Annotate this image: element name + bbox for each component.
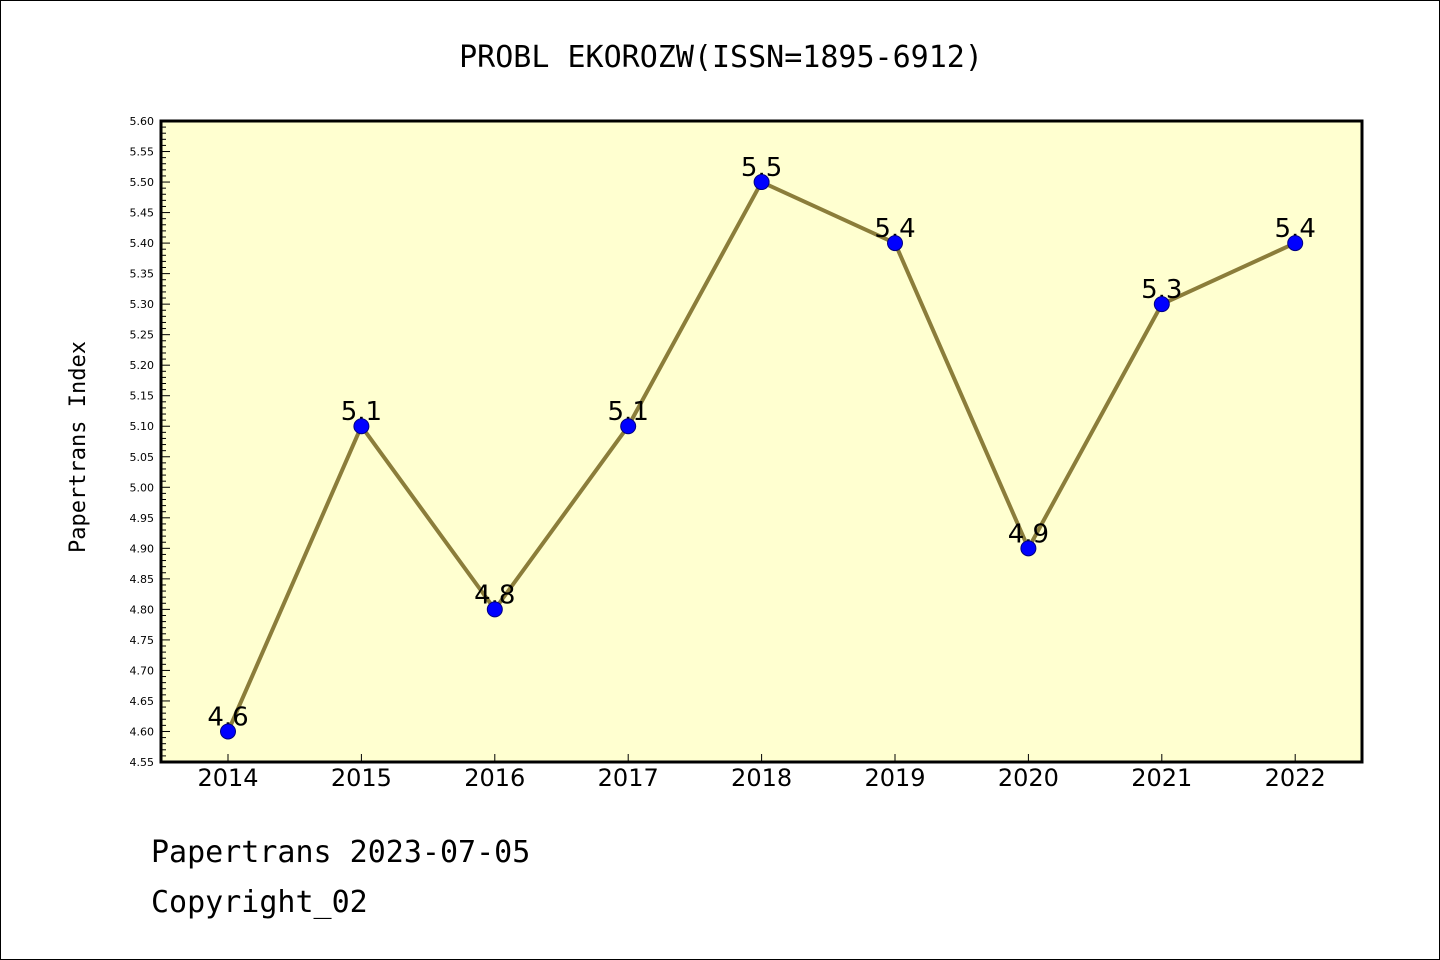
data-point bbox=[1020, 540, 1037, 557]
y-tick-label: 4.70 bbox=[130, 664, 155, 677]
y-tick-label: 4.85 bbox=[130, 573, 155, 586]
y-tick-label: 5.05 bbox=[130, 451, 155, 464]
y-tick-label: 5.50 bbox=[130, 176, 155, 189]
y-tick-label: 5.15 bbox=[130, 390, 155, 403]
y-tick-label: 5.60 bbox=[130, 115, 155, 128]
y-tick-label: 4.90 bbox=[130, 542, 155, 555]
y-tick-label: 5.40 bbox=[130, 237, 155, 250]
x-tick-label: 2016 bbox=[464, 764, 525, 792]
x-tick-label: 2018 bbox=[731, 764, 792, 792]
y-tick-label: 5.45 bbox=[130, 207, 155, 220]
y-tick-label: 5.35 bbox=[130, 268, 155, 281]
x-tick-label: 2015 bbox=[331, 764, 392, 792]
y-tick-label: 4.65 bbox=[130, 695, 155, 708]
y-tick-label: 5.30 bbox=[130, 298, 155, 311]
x-tick-label: 2014 bbox=[197, 764, 258, 792]
x-tick-label: 2019 bbox=[864, 764, 925, 792]
y-tick-label: 4.95 bbox=[130, 512, 155, 525]
footer-date: Papertrans 2023-07-05 bbox=[151, 835, 531, 870]
x-tick-label: 2017 bbox=[598, 764, 659, 792]
data-point bbox=[1287, 235, 1304, 252]
y-tick-label: 5.10 bbox=[130, 420, 155, 433]
y-tick-label: 5.20 bbox=[130, 359, 155, 372]
y-tick-label: 5.00 bbox=[130, 481, 155, 494]
y-tick-label: 4.75 bbox=[130, 634, 155, 647]
y-tick-label: 5.25 bbox=[130, 329, 155, 342]
footer-copyright: Copyright_02 bbox=[151, 885, 368, 920]
y-tick-label: 4.55 bbox=[130, 756, 155, 769]
plot-frame bbox=[159, 119, 1364, 764]
x-tick-label: 2022 bbox=[1265, 764, 1326, 792]
series-papertrans-index: 4.65.14.85.15.55.44.95.35.4 bbox=[207, 153, 1316, 740]
chart-title: PROBL EKOROZW(ISSN=1895-6912) bbox=[459, 40, 983, 75]
data-point bbox=[486, 601, 503, 618]
plot-area bbox=[161, 121, 1362, 762]
data-point bbox=[353, 418, 370, 435]
data-point bbox=[887, 235, 903, 252]
y-tick-label: 4.60 bbox=[130, 725, 155, 738]
x-tick-label: 2020 bbox=[998, 764, 1059, 792]
y-tick-label: 4.80 bbox=[130, 603, 155, 616]
data-point bbox=[1153, 296, 1170, 313]
data-point bbox=[220, 723, 236, 740]
data-point bbox=[753, 174, 770, 191]
y-axis-label: Papertrans Index bbox=[66, 341, 91, 553]
y-tick-label: 5.55 bbox=[130, 146, 155, 159]
x-axis: 2014 2015 2016 2017 2018 2019 2020 2021 2022 bbox=[197, 754, 1326, 792]
x-tick-label: 2021 bbox=[1131, 764, 1192, 792]
data-point bbox=[620, 418, 637, 435]
